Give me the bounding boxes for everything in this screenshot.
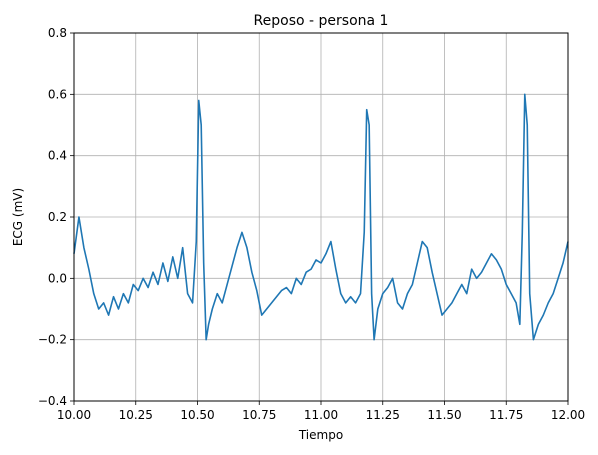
axis-ticks: 10.00 10.25 10.50 10.75 11.00 11.25 11.50 11.75… [38, 26, 585, 422]
x-tick-label: 11.00 [304, 408, 338, 422]
x-tick-label: 11.25 [366, 408, 400, 422]
x-tick-label: 12.00 [551, 408, 585, 422]
y-tick-label: −0.2 [38, 333, 67, 347]
x-tick-label: 10.50 [180, 408, 214, 422]
series-line-ecg [73, 93, 569, 341]
x-tick-label: 10.25 [119, 408, 153, 422]
x-tick-label: 11.50 [427, 408, 461, 422]
x-tick-label: 11.75 [489, 408, 523, 422]
x-axis-title: Tiempo [298, 428, 343, 442]
y-axis-title: ECG (mV) [11, 188, 25, 246]
y-tick-label: 0.2 [48, 210, 67, 224]
y-tick-label: 0.4 [48, 149, 67, 163]
y-tick-label: 0.6 [48, 87, 67, 101]
x-tick-label: 10.75 [242, 408, 276, 422]
series-layer [73, 93, 569, 341]
y-tick-label: 0.8 [48, 26, 67, 40]
x-tick-label: 10.00 [57, 408, 91, 422]
y-tick-label: 0.0 [48, 271, 67, 285]
y-tick-label: −0.4 [38, 394, 67, 408]
chart-title: Reposo - persona 1 [254, 13, 389, 29]
